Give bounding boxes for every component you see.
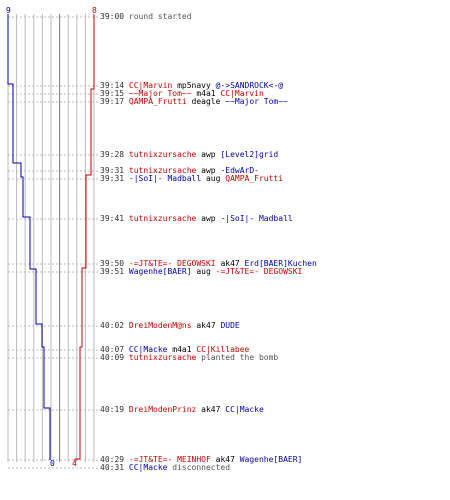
player-ct: -EdwArD- [220, 166, 259, 175]
player-ct: DUDE [220, 321, 240, 330]
player-t: QAMPA_Frutti [128, 97, 187, 106]
event-time: 39:14 [100, 81, 125, 90]
t-alive-line [74, 14, 95, 462]
event-row: 40:02 DreiModenM@ns ak47 DUDE [100, 321, 240, 330]
player-ct: Erd[BAER]Kuchen [244, 259, 317, 268]
event-time: 39:51 [100, 267, 125, 276]
player-t: -=JT&TE=- DEGOWSKI [215, 267, 303, 276]
event-weapon: aug [201, 174, 226, 183]
player-t: DreiModenPrinz [128, 405, 197, 414]
event-weapon: awp [196, 150, 221, 159]
event-weapon: aug [191, 267, 216, 276]
event-time: 40:19 [100, 405, 125, 414]
player-t: tutnixzursache [128, 353, 197, 362]
player-ct: [Level2]grid [220, 150, 279, 159]
player-t: -=JT&TE=- MEINHOF [128, 455, 211, 464]
event-time: 39:15 [100, 89, 125, 98]
event-time: 39:50 [100, 259, 125, 268]
event-weapon: awp [196, 214, 221, 223]
event-weapon: ak47 [215, 259, 245, 268]
event-weapon: ak47 [196, 405, 226, 414]
player-ct: -|SoI|- Madball [128, 174, 202, 183]
player-ct: CC|Macke [225, 405, 264, 414]
event-weapon: mp5navy [172, 81, 216, 90]
ct-count-start: 9 [6, 6, 11, 15]
player-t: CC|Killabee [196, 345, 250, 354]
player-ct: @->SANDROCK<-@ [215, 81, 284, 90]
event-time: 40:29 [100, 455, 125, 464]
event-row: 40:19 DreiModenPrinz ak47 CC|Macke [100, 405, 264, 414]
event-time: 40:31 [100, 463, 125, 472]
event-action: disconnected [167, 463, 231, 472]
t-count-start: 8 [92, 6, 97, 15]
event-weapon: m4a1 [191, 89, 221, 98]
player-t: CC|Marvin [220, 89, 264, 98]
event-row: 39:50 -=JT&TE=- DEGOWSKI ak47 Erd[BAER]K… [100, 259, 317, 268]
event-time: 40:02 [100, 321, 125, 330]
event-row: 40:29 -=JT&TE=- MEINHOF ak47 Wagenhe[BAE… [100, 455, 302, 464]
event-row: 40:07 CC|Macke m4a1 CC|Killabee [100, 345, 249, 354]
event-action: round started [128, 12, 192, 21]
event-row: 39:17 QAMPA_Frutti deagle ~~Major Tom~~ [100, 97, 288, 106]
event-row: 40:31 CC|Macke disconnected [100, 463, 230, 472]
event-row: 39:28 tutnixzursache awp [Level2]grid [100, 150, 278, 159]
alive-players-graph [7, 14, 98, 469]
event-weapon: deagle [186, 97, 226, 106]
player-t: QAMPA_Frutti [225, 174, 284, 183]
player-t: ~~Major Tom~~ [128, 89, 192, 98]
player-t: CC|Marvin [128, 81, 173, 90]
player-ct: Wagenhe[BAER] [239, 455, 303, 464]
event-weapon: ak47 [191, 321, 221, 330]
event-row: 39:51 Wagenhe[BAER] aug -=JT&TE=- DEGOWS… [100, 267, 302, 276]
event-row: 39:31 tutnixzursache awp -EdwArD- [100, 166, 259, 175]
event-action: planted the bomb [196, 353, 279, 362]
event-weapon: m4a1 [167, 345, 197, 354]
event-row: 40:09 tutnixzursache planted the bomb [100, 353, 278, 362]
player-ct: Wagenhe[BAER] [128, 267, 192, 276]
event-time: 39:41 [100, 214, 125, 223]
player-ct: CC|Macke [128, 345, 168, 354]
event-time: 39:31 [100, 166, 125, 175]
ct-count-end: 0 [50, 459, 55, 468]
player-t: tutnixzursache [128, 214, 197, 223]
event-row: 39:00 round started [100, 12, 192, 21]
player-ct: CC|Macke [128, 463, 168, 472]
player-ct: -|SoI|- Madball [220, 214, 293, 223]
event-time: 40:09 [100, 353, 125, 362]
player-t: DreiModenM@ns [128, 321, 192, 330]
player-t: tutnixzursache [128, 166, 197, 175]
event-time: 39:31 [100, 174, 125, 183]
event-row: 39:15 ~~Major Tom~~ m4a1 CC|Marvin [100, 89, 264, 98]
event-time: 39:17 [100, 97, 125, 106]
player-t: -=JT&TE=- DEGOWSKI [128, 259, 216, 268]
event-weapon: ak47 [210, 455, 240, 464]
t-count-end: 4 [72, 459, 77, 468]
event-row: 39:41 tutnixzursache awp -|SoI|- Madball [100, 214, 293, 223]
event-time: 40:07 [100, 345, 125, 354]
ct-alive-line [7, 14, 51, 460]
event-time: 39:28 [100, 150, 125, 159]
player-t: tutnixzursache [128, 150, 197, 159]
player-ct: ~~Major Tom~~ [225, 97, 288, 106]
event-weapon: awp [196, 166, 221, 175]
event-row: 39:14 CC|Marvin mp5navy @->SANDROCK<-@ [100, 81, 283, 90]
event-time: 39:00 [100, 12, 125, 21]
event-row: 39:31 -|SoI|- Madball aug QAMPA_Frutti [100, 174, 283, 183]
